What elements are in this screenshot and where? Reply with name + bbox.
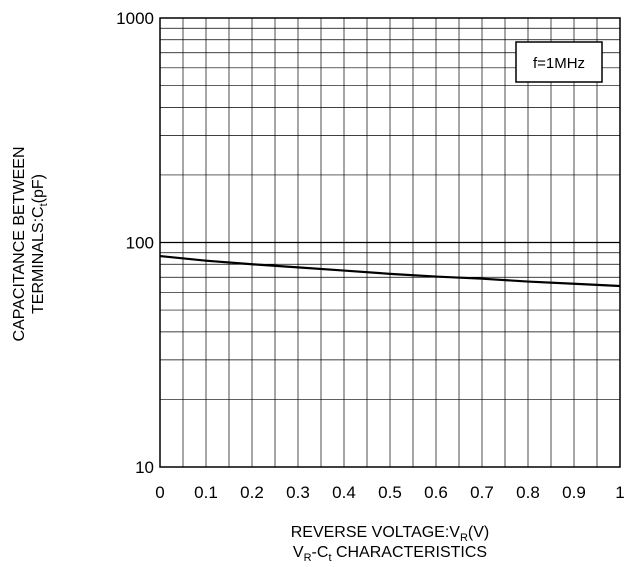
x-tick-label: 0 xyxy=(155,483,164,502)
series-line-0 xyxy=(159,254,621,288)
x-tick-label: 0.5 xyxy=(378,483,402,502)
x-tick-label: 0.7 xyxy=(470,483,494,502)
x-tick-label: 0.4 xyxy=(332,483,356,502)
y-tick-labels: 10 100 1000 xyxy=(116,9,154,477)
y-axis-label-line2: TERMINALS:Ct(pF) xyxy=(30,174,50,314)
annotation-frame xyxy=(515,41,603,83)
chart-caption: VR-Ct CHARACTERISTICS xyxy=(293,544,487,564)
annotation-box: f=1MHz xyxy=(515,41,603,83)
x-tick-label: 1 xyxy=(615,483,624,502)
y-axis-label-line1: CAPACITANCE BETWEEN xyxy=(11,147,28,342)
x-tick-label: 0.3 xyxy=(286,483,310,502)
x-tick-label: 0.2 xyxy=(240,483,264,502)
grid-lines xyxy=(160,18,620,467)
x-tick-labels: 0 0.1 0.2 0.3 0.4 0.5 0.6 0.7 0.8 0.9 1 xyxy=(155,483,624,502)
annotation-text: f=1MHz xyxy=(533,55,585,72)
y-tick-label: 1000 xyxy=(116,9,154,28)
x-tick-label: 0.1 xyxy=(194,483,218,502)
y-tick-label: 100 xyxy=(126,234,154,253)
x-tick-label: 0.9 xyxy=(562,483,586,502)
y-tick-label: 10 xyxy=(135,458,154,477)
x-tick-label: 0.8 xyxy=(516,483,540,502)
series-group xyxy=(159,254,621,288)
x-tick-label: 0.6 xyxy=(424,483,448,502)
plot-frame xyxy=(159,17,621,468)
x-axis-label: REVERSE VOLTAGE:VR(V) xyxy=(291,524,490,544)
